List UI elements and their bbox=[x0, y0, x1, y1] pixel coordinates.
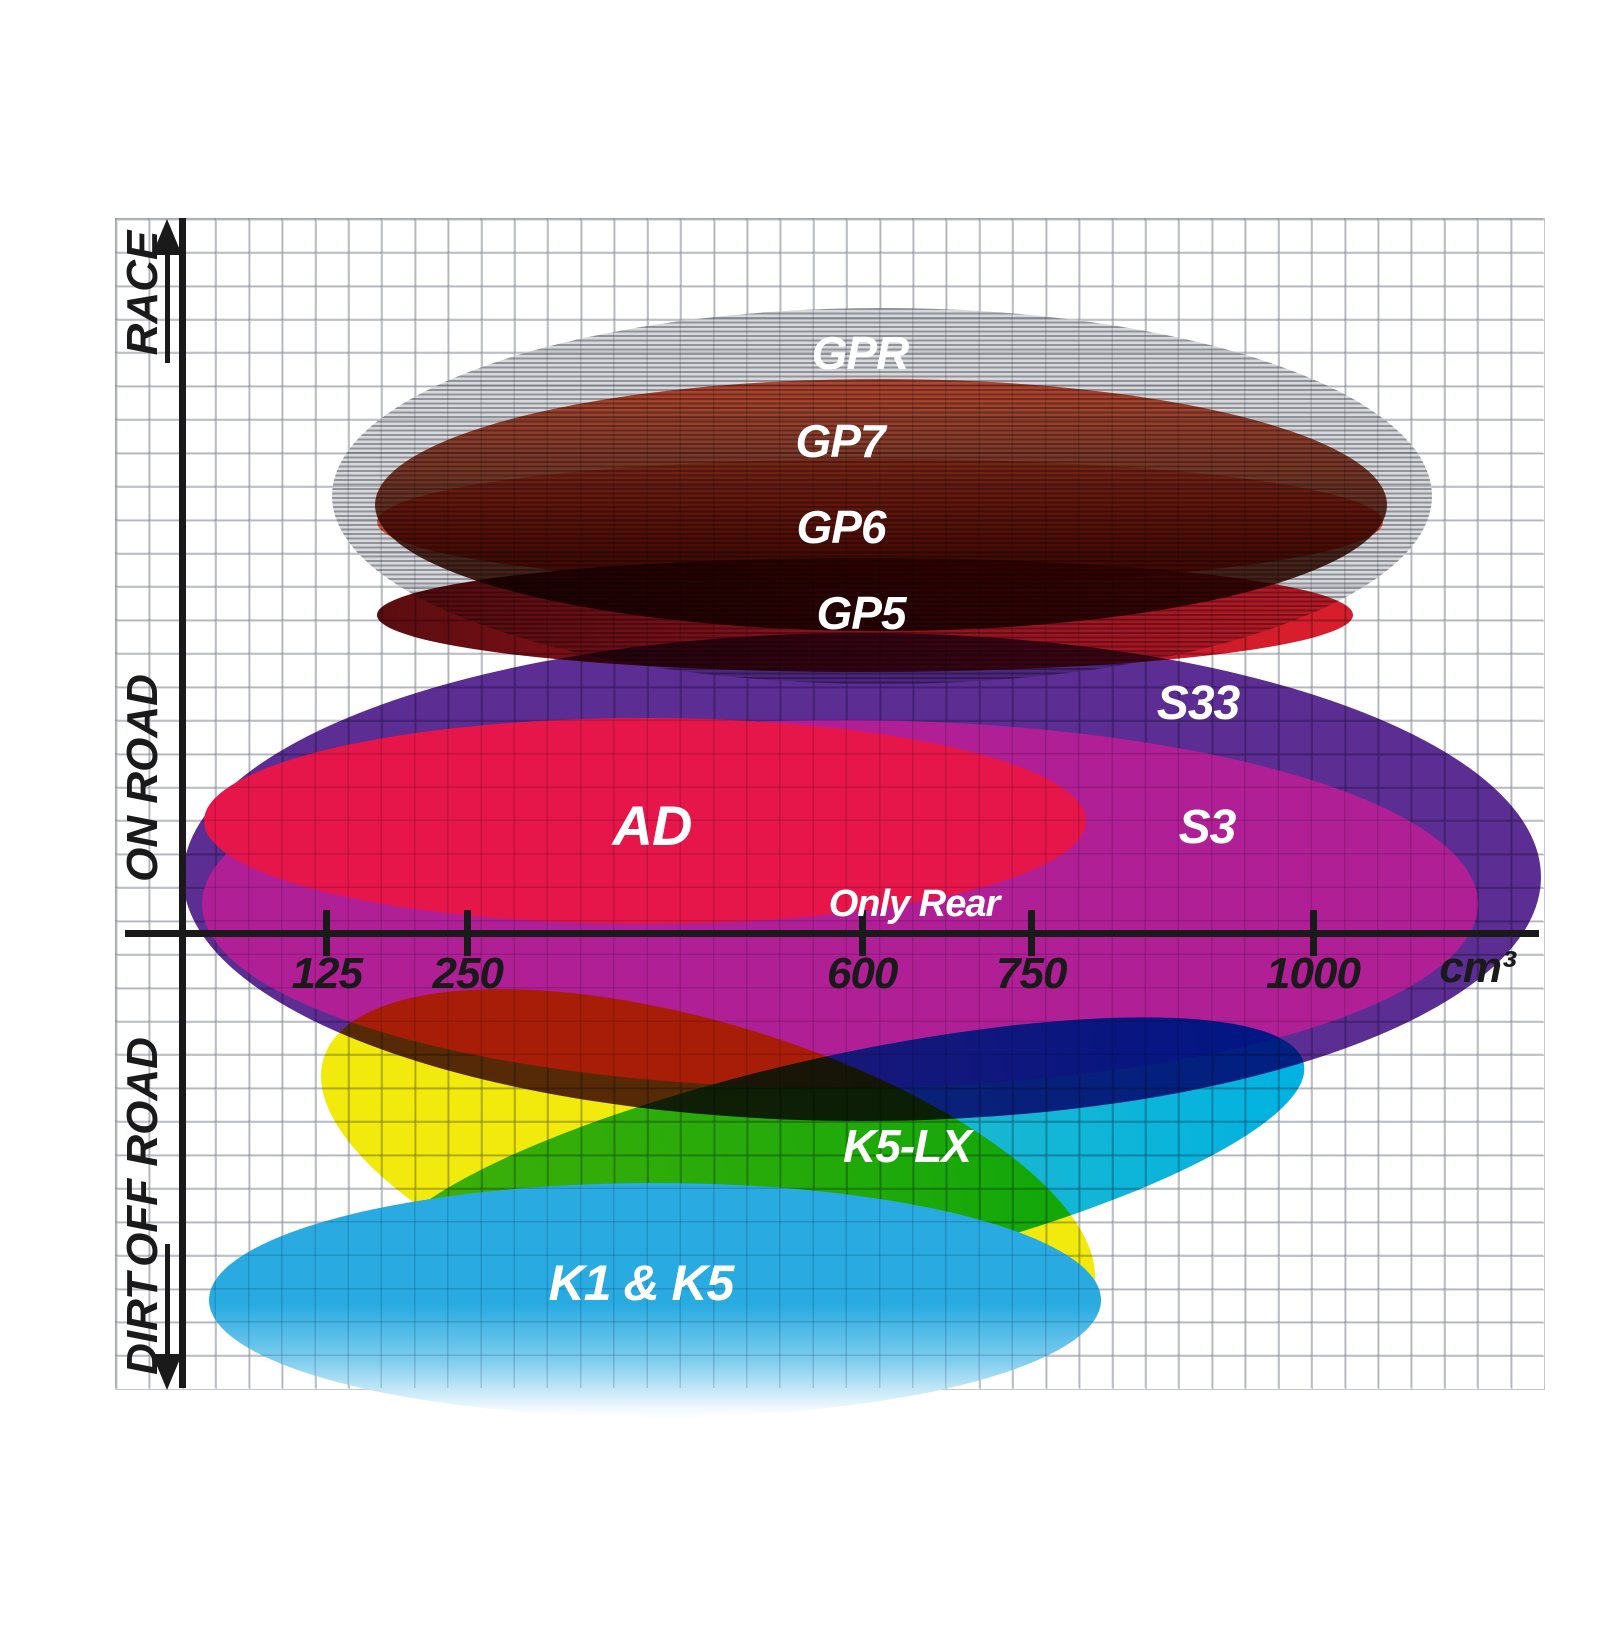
series-label-gp6: GP6 bbox=[796, 501, 886, 553]
y-zone-label-off-road: OFF ROAD bbox=[118, 1037, 167, 1267]
dirt-axis-arrow-line bbox=[165, 1244, 170, 1356]
series-label-s3: S3 bbox=[1178, 801, 1237, 854]
down-arrow-icon bbox=[152, 1354, 182, 1390]
y-zone-label-on-road: ON ROAD bbox=[118, 674, 167, 882]
brake-pad-compound-chart: 125 250 600 750 1000 cm³ RACE ON ROAD OFF ROAD D… bbox=[40, 16, 1600, 1616]
annotation-only-rear: Only Rear bbox=[828, 883, 1001, 925]
y-zone-label-dirt: DIRT bbox=[118, 1273, 167, 1375]
y-zone-label-race: RACE bbox=[118, 230, 167, 356]
race-axis-arrow-line bbox=[165, 251, 170, 363]
series-label-ad: AD bbox=[612, 794, 693, 857]
series-label-s33: S33 bbox=[1156, 677, 1240, 730]
series-label-gp7: GP7 bbox=[795, 415, 885, 467]
series-label-k5-lx: K5-LX bbox=[843, 1120, 972, 1172]
series-label-gp5: GP5 bbox=[816, 587, 906, 639]
y-axis-line bbox=[179, 218, 186, 1388]
series-label-gpr: GPR bbox=[811, 327, 910, 379]
up-arrow-icon bbox=[152, 219, 182, 255]
series-label-k1-k5: K1 & K5 bbox=[548, 1255, 735, 1311]
